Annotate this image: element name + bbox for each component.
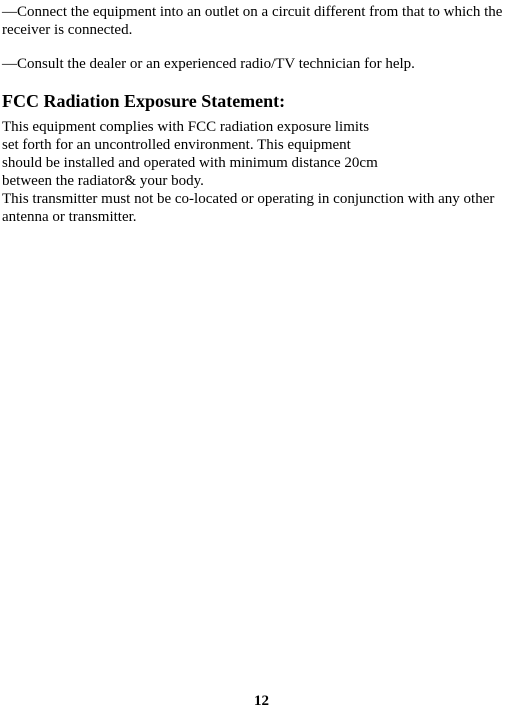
body-line-3: should be installed and operated with mi…	[2, 154, 521, 172]
body-line-2: set forth for an uncontrolled environmen…	[2, 136, 521, 154]
paragraph-1: —Connect the equipment into an outlet on…	[2, 3, 521, 39]
body-line-1: This equipment complies with FCC radiati…	[2, 118, 521, 136]
fcc-statement-heading: FCC Radiation Exposure Statement:	[2, 91, 521, 112]
paragraph-2: —Consult the dealer or an experienced ra…	[2, 55, 521, 73]
body-line-5: This transmitter must not be co-located …	[2, 190, 521, 226]
page-number: 12	[0, 693, 523, 710]
fcc-statement-body: This equipment complies with FCC radiati…	[2, 118, 521, 226]
body-line-4: between the radiator& your body.	[2, 172, 521, 190]
document-content: —Connect the equipment into an outlet on…	[0, 0, 523, 226]
